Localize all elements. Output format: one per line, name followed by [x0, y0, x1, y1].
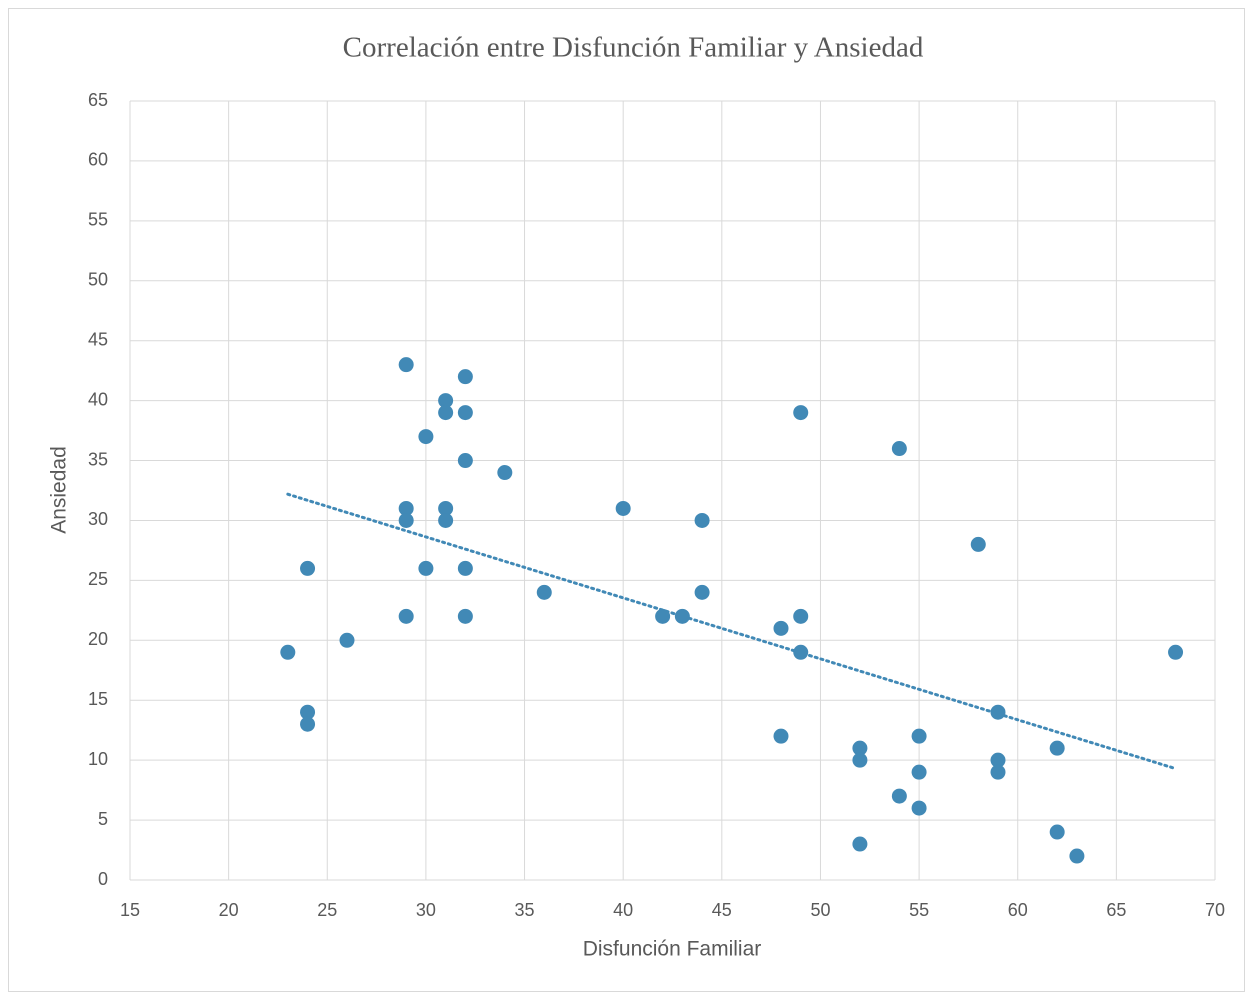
- point: [497, 465, 513, 481]
- point: [694, 512, 710, 528]
- x-tick-label: 15: [120, 900, 140, 920]
- y-tick-label: 30: [88, 509, 108, 529]
- point: [438, 500, 454, 516]
- x-tick-label: 45: [712, 900, 732, 920]
- x-tick-label: 30: [416, 900, 436, 920]
- point: [793, 644, 809, 660]
- y-tick-label: 60: [88, 150, 108, 170]
- y-tick-label: 20: [88, 629, 108, 649]
- x-tick-label: 25: [317, 900, 337, 920]
- x-tick-label: 35: [515, 900, 535, 920]
- point: [398, 512, 414, 528]
- point: [457, 608, 473, 624]
- point: [339, 632, 355, 648]
- point: [457, 560, 473, 576]
- point: [852, 836, 868, 852]
- x-tick-label: 55: [909, 900, 929, 920]
- y-tick-label: 40: [88, 389, 108, 409]
- point: [438, 405, 454, 421]
- point: [674, 608, 690, 624]
- y-tick-label: 15: [88, 689, 108, 709]
- point: [911, 800, 927, 816]
- y-tick-label: 55: [88, 210, 108, 230]
- point: [773, 620, 789, 636]
- point: [1069, 848, 1085, 864]
- y-tick-label: 0: [98, 869, 108, 889]
- point: [280, 644, 296, 660]
- point: [694, 584, 710, 600]
- x-tick-label: 20: [219, 900, 239, 920]
- point: [300, 560, 316, 576]
- y-tick-label: 25: [88, 569, 108, 589]
- point: [438, 512, 454, 528]
- point: [655, 608, 671, 624]
- point: [398, 608, 414, 624]
- point: [990, 752, 1006, 768]
- chart-border: [8, 8, 1245, 992]
- x-tick-label: 40: [613, 900, 633, 920]
- y-tick-label: 5: [98, 809, 108, 829]
- point: [793, 608, 809, 624]
- point: [457, 405, 473, 421]
- y-tick-label: 10: [88, 749, 108, 769]
- point: [990, 764, 1006, 780]
- point: [300, 716, 316, 732]
- y-tick-label: 50: [88, 270, 108, 290]
- point: [457, 369, 473, 385]
- point: [891, 441, 907, 457]
- y-axis-label: Ansiedad: [48, 446, 71, 534]
- point: [398, 500, 414, 516]
- point: [398, 357, 414, 373]
- x-axis-label: Disfunción Familiar: [583, 938, 762, 961]
- point: [990, 704, 1006, 720]
- y-tick-label: 45: [88, 329, 108, 349]
- point: [438, 393, 454, 409]
- point: [852, 740, 868, 756]
- point: [773, 728, 789, 744]
- point: [418, 429, 434, 445]
- point: [418, 560, 434, 576]
- point: [852, 752, 868, 768]
- point: [911, 764, 927, 780]
- x-tick-label: 60: [1008, 900, 1028, 920]
- x-tick-label: 70: [1205, 900, 1225, 920]
- point: [1168, 644, 1184, 660]
- point: [891, 788, 907, 804]
- point: [970, 536, 986, 552]
- chart-title: Correlación entre Disfunción Familiar y …: [343, 32, 924, 64]
- point: [1049, 824, 1065, 840]
- point: [457, 453, 473, 469]
- point: [793, 405, 809, 421]
- x-tick-label: 65: [1106, 900, 1126, 920]
- y-tick-label: 65: [88, 90, 108, 110]
- point: [615, 500, 631, 516]
- point: [300, 704, 316, 720]
- y-tick-label: 35: [88, 449, 108, 469]
- point: [911, 728, 927, 744]
- point: [536, 584, 552, 600]
- x-tick-label: 50: [810, 900, 830, 920]
- point: [1049, 740, 1065, 756]
- trendline: [286, 492, 1178, 771]
